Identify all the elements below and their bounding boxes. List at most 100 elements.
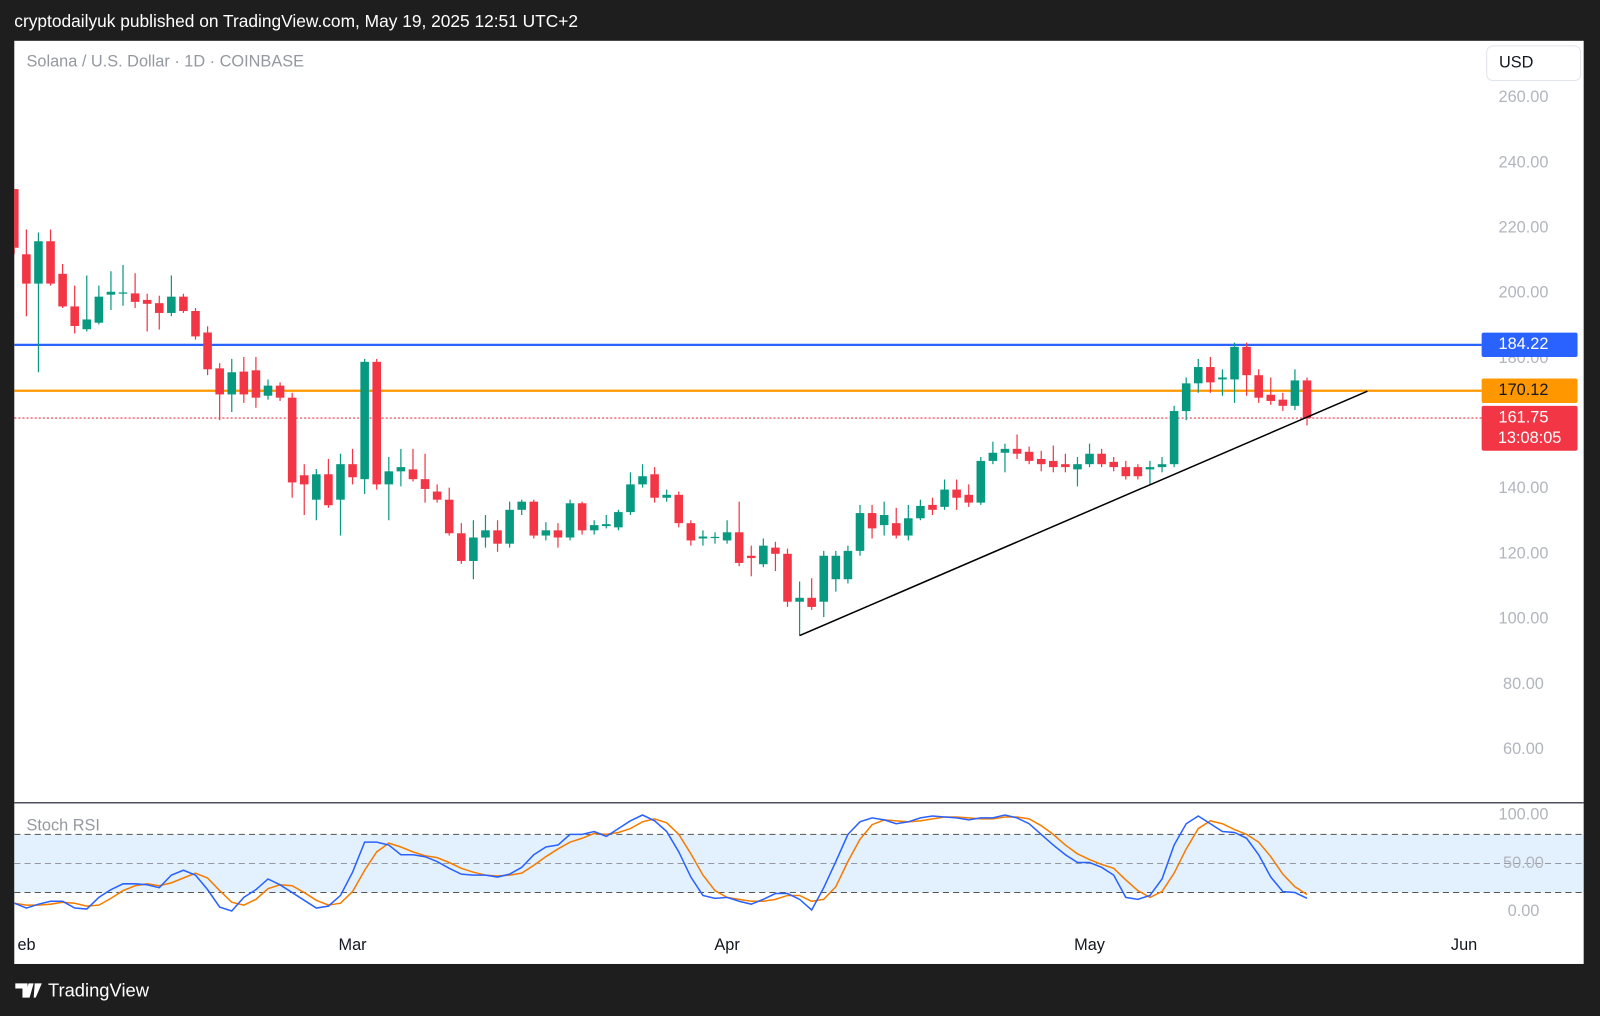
- candle-body: [14, 189, 19, 248]
- y-tick-label: 260.00: [1499, 88, 1549, 106]
- candle-body: [529, 501, 539, 536]
- candle-body: [251, 370, 261, 398]
- candle-body: [916, 505, 925, 519]
- candle-body: [58, 273, 67, 307]
- candle-body: [1266, 394, 1276, 401]
- candle-body: [795, 597, 804, 602]
- price-countdown: 13:08:05: [1498, 429, 1562, 447]
- candle-body: [1290, 380, 1300, 406]
- candle-body: [831, 555, 841, 580]
- candle-body: [420, 479, 430, 489]
- candle-body: [734, 532, 744, 563]
- price-tag-label: 184.22: [1499, 335, 1549, 353]
- candle-body: [650, 474, 659, 498]
- candle-body: [1036, 458, 1046, 465]
- candle-body: [1218, 377, 1227, 380]
- currency-label: USD: [1499, 54, 1533, 72]
- candle-body: [1145, 467, 1155, 470]
- x-tick-label: May: [1074, 936, 1106, 954]
- candle-body: [674, 494, 684, 524]
- candle-body: [1012, 448, 1022, 454]
- price-tag-label: 161.75: [1499, 408, 1549, 426]
- candle-body: [759, 545, 768, 565]
- currency-button[interactable]: [1486, 45, 1582, 82]
- price-tag-label: 170.12: [1499, 381, 1549, 399]
- candle-body: [1121, 467, 1131, 477]
- candle-body: [130, 293, 140, 302]
- candle-body: [517, 501, 526, 510]
- candle-body: [34, 241, 43, 284]
- candle-body: [638, 476, 647, 485]
- candle-body: [239, 371, 249, 395]
- candle-body: [698, 536, 708, 539]
- candle-body: [372, 361, 382, 485]
- candle-body: [626, 484, 635, 513]
- candle-body: [142, 299, 152, 304]
- price-tag: [1481, 332, 1578, 358]
- y-tick-label: 220.00: [1499, 219, 1549, 237]
- candle-body: [70, 306, 79, 326]
- candle-body: [299, 475, 309, 485]
- candle-body: [783, 553, 792, 602]
- candle-body: [227, 372, 237, 395]
- candle-body: [1254, 375, 1263, 398]
- stoch-pane: [14, 814, 1584, 912]
- candle-body: [469, 537, 478, 561]
- candle-body: [1049, 460, 1058, 468]
- candle-body: [577, 503, 587, 531]
- candle-body: [444, 499, 454, 534]
- trendline: [799, 390, 1368, 637]
- candle-body: [855, 513, 865, 551]
- candle-body: [771, 547, 780, 554]
- candle-body: [46, 241, 55, 284]
- price-tag: [1481, 378, 1578, 404]
- candle-body: [1278, 399, 1288, 406]
- candle-body: [384, 471, 394, 485]
- indicator-line: [14, 814, 1308, 912]
- candle-body: [1097, 453, 1106, 465]
- candle-body: [505, 509, 514, 544]
- candle-body: [843, 550, 853, 580]
- candle-body: [287, 397, 297, 483]
- candle-body: [215, 368, 224, 395]
- y-tick-label: 140.00: [1499, 479, 1549, 497]
- candle-body: [348, 464, 357, 478]
- y-tick-label: 120.00: [1499, 544, 1549, 562]
- candle-body: [22, 254, 31, 284]
- candle-body: [94, 296, 104, 323]
- candle-body: [167, 296, 176, 313]
- candle-body: [662, 494, 671, 498]
- byline: cryptodailyuk published on TradingView.c…: [14, 11, 578, 31]
- candle-body: [396, 467, 406, 472]
- candle-body: [1193, 367, 1203, 384]
- y-tick-label: 0.00: [1508, 902, 1540, 920]
- candle-body: [964, 494, 974, 503]
- y-tick-label: 80.00: [1503, 675, 1544, 693]
- candle-body: [1061, 464, 1070, 468]
- candle-body: [408, 469, 418, 480]
- x-tick-label: Jun: [1451, 936, 1477, 954]
- y-tick-label: 240.00: [1499, 153, 1549, 171]
- candle-body: [686, 523, 696, 541]
- candle-body: [952, 489, 961, 498]
- candle-body: [191, 310, 200, 337]
- x-tick-label: Mar: [339, 936, 368, 954]
- y-tick-label: 200.00: [1499, 284, 1549, 302]
- candle-body: [1157, 464, 1167, 468]
- candle-body: [1133, 467, 1143, 477]
- candle-body: [904, 518, 913, 536]
- candle-body: [432, 491, 442, 500]
- candle-body: [336, 464, 345, 500]
- candle-body: [928, 504, 937, 510]
- candle-body: [940, 489, 949, 507]
- candle-body: [807, 597, 816, 607]
- candle-body: [819, 555, 829, 602]
- logo-mark: [15, 983, 42, 998]
- y-tick-label: 60.00: [1503, 740, 1544, 758]
- candle-body: [275, 385, 285, 398]
- chart-area: [14, 40, 1584, 964]
- candle-body: [1230, 346, 1239, 380]
- candle-body: [481, 530, 490, 538]
- candle-body: [1073, 464, 1082, 470]
- x-tick-label: eb: [17, 936, 35, 954]
